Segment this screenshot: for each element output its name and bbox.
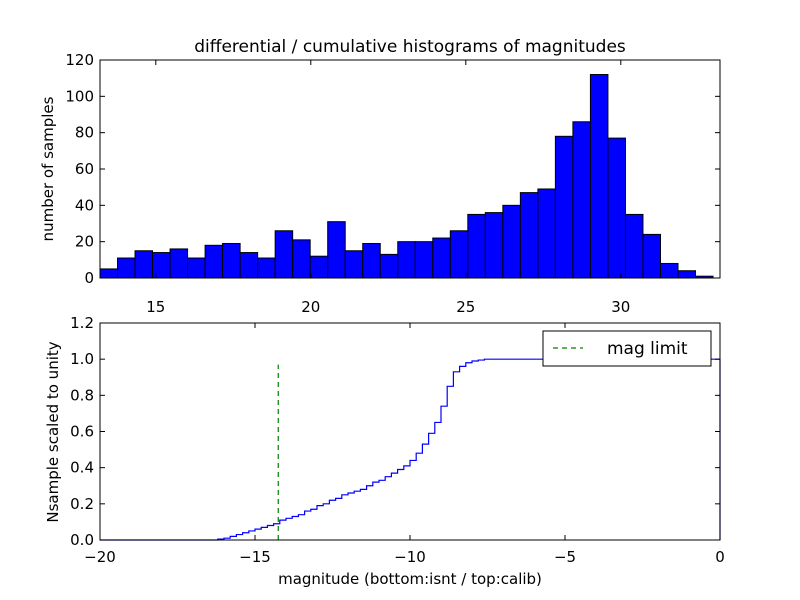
cumulative-panel: −20 −15 −10 −5 0 0.0 0.2 0.4 0.6 0.8 1.0 1.2 magni… <box>44 314 725 588</box>
histogram-bar <box>642 233 661 279</box>
cumulative-lines <box>100 358 721 541</box>
histogram-bar <box>327 221 346 279</box>
histogram-bar <box>152 252 171 279</box>
cumulative-y-tick-label: 0.8 <box>70 386 94 404</box>
histogram-x-tick-label: 25 <box>456 298 475 316</box>
histogram-y-tick-label: 0 <box>84 269 94 287</box>
legend-label-mag-limit: mag limit <box>607 339 688 359</box>
cumulative-y-tick-label: 1.2 <box>70 314 94 332</box>
histogram-bar <box>572 121 591 279</box>
histogram-bar <box>589 74 609 279</box>
histogram-y-tick-label: 100 <box>65 87 94 105</box>
histogram-x-tick-label: 20 <box>301 298 320 316</box>
cumulative-step-line <box>100 358 721 541</box>
histogram-bar <box>397 241 416 279</box>
histogram-bar <box>99 268 119 279</box>
histogram-x-tick-label: 30 <box>611 298 630 316</box>
histogram-y-tick-label: 80 <box>75 124 94 142</box>
histogram-y-ticks: 0 20 40 60 80 100 120 <box>65 51 720 287</box>
cumulative-y-ticks: 0.0 0.2 0.4 0.6 0.8 1.0 1.2 <box>70 314 720 549</box>
histogram-bar <box>344 250 364 279</box>
cumulative-y-tick-label: 0.2 <box>70 495 94 513</box>
histogram-bar <box>467 213 486 279</box>
cumulative-x-tick-label: −10 <box>394 548 426 566</box>
histogram-bar <box>257 257 276 279</box>
histogram-bars <box>99 74 714 279</box>
cumulative-x-tick-label: 0 <box>715 548 725 566</box>
histogram-x-ticks: 15 20 25 30 <box>146 60 630 316</box>
cumulative-y-tick-label: 0.0 <box>70 531 94 549</box>
histogram-bar <box>222 242 241 279</box>
histogram-bar <box>274 230 294 279</box>
histogram-bar <box>187 257 206 279</box>
histogram-bar <box>677 270 697 279</box>
histogram-x-tick-label: 15 <box>146 298 165 316</box>
legend: mag limit <box>542 330 712 367</box>
histogram-bar <box>204 244 224 279</box>
histogram-bar <box>292 239 311 279</box>
histogram-y-tick-label: 40 <box>75 196 94 214</box>
histogram-bar <box>502 204 521 279</box>
histogram-bar <box>169 248 189 279</box>
histogram-bar <box>607 137 626 279</box>
histogram-bar <box>537 188 556 279</box>
histogram-bar <box>484 212 504 279</box>
histogram-bar <box>309 255 329 279</box>
histogram-bar <box>239 252 259 279</box>
histogram-bar <box>624 213 644 279</box>
histogram-bar <box>554 135 574 279</box>
cumulative-x-tick-label: −5 <box>554 548 576 566</box>
cumulative-y-tick-label: 0.4 <box>70 459 94 477</box>
histogram-y-tick-label: 60 <box>75 160 94 178</box>
histogram-bar <box>449 230 469 279</box>
histogram-bar <box>519 192 539 279</box>
histogram-y-axis-label: number of samples <box>39 96 57 241</box>
histogram-bar <box>134 250 154 279</box>
histogram-title: differential / cumulative histograms of … <box>194 37 626 57</box>
histogram-y-tick-label: 20 <box>75 233 94 251</box>
cumulative-y-axis-label: Nsample scaled to unity <box>44 341 62 522</box>
histogram-bar <box>379 253 399 279</box>
cumulative-x-axis-label: magnitude (bottom:isnt / top:calib) <box>278 570 542 588</box>
histogram-bar <box>659 262 679 279</box>
histogram-bar <box>414 241 434 279</box>
histogram-bar <box>432 237 451 279</box>
cumulative-x-tick-label: −20 <box>84 548 116 566</box>
cumulative-y-tick-label: 0.6 <box>70 423 94 441</box>
cumulative-x-tick-label: −15 <box>239 548 271 566</box>
histogram-panel: differential / cumulative histograms of … <box>39 37 721 316</box>
histogram-bar <box>362 242 381 279</box>
histogram-bar <box>117 257 136 279</box>
histogram-y-tick-label: 120 <box>65 51 94 69</box>
cumulative-x-ticks: −20 −15 −10 −5 0 <box>84 323 725 566</box>
cumulative-y-tick-label: 1.0 <box>70 350 94 368</box>
